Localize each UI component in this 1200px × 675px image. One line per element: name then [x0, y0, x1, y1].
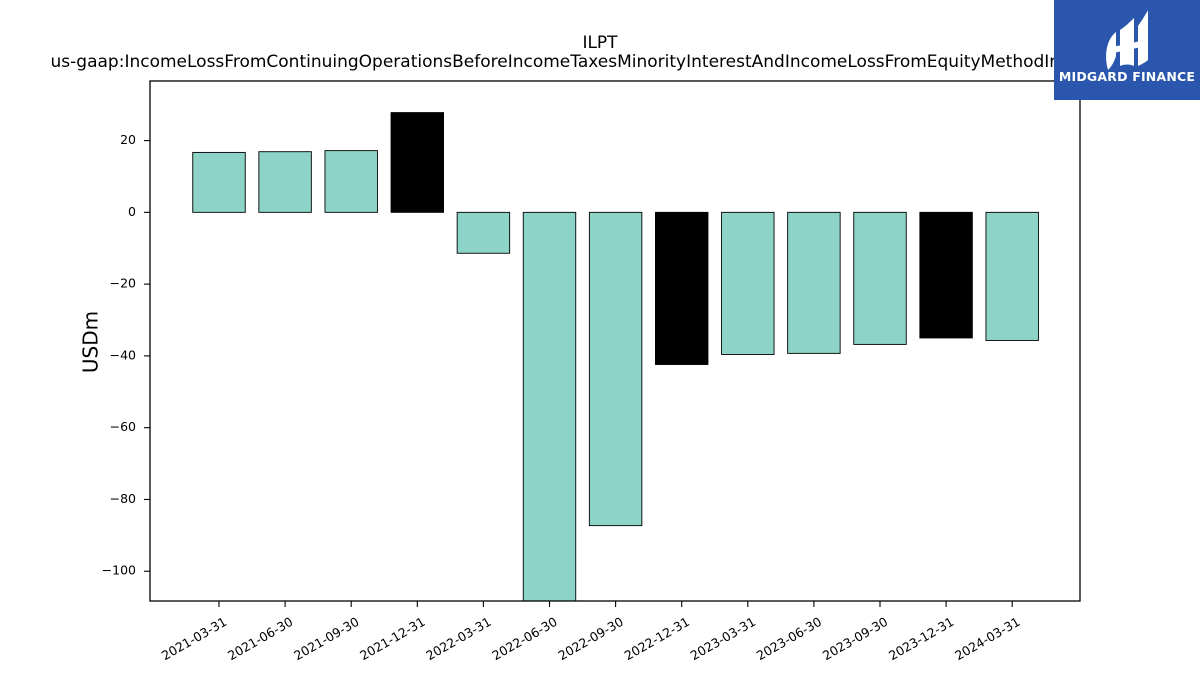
- y-tick-label: 20: [120, 132, 136, 147]
- x-tick-label: 2021-06-30: [225, 614, 295, 663]
- x-tick-label: 2021-03-31: [159, 614, 229, 663]
- x-tick-label: 2023-09-30: [820, 614, 890, 663]
- bar-2021-09-30: [324, 150, 378, 213]
- y-tick-label: 0: [128, 204, 136, 219]
- bar-2022-12-31: [655, 211, 709, 365]
- plot-frame: [149, 80, 1081, 602]
- bar-2023-06-30: [787, 211, 841, 354]
- x-axis: 2021-03-312021-06-302021-09-302021-12-31…: [159, 601, 1022, 663]
- y-tick-label: −20: [110, 276, 136, 291]
- bar-2023-12-31: [919, 211, 973, 339]
- bar-2021-03-31: [192, 151, 246, 213]
- chart-title: ILPT: [582, 33, 618, 53]
- bars-group: [192, 112, 1039, 601]
- y-tick-label: −40: [110, 347, 136, 362]
- y-tick-label: −80: [110, 491, 136, 506]
- bar-2023-09-30: [853, 211, 907, 345]
- x-tick-label: 2024-03-31: [952, 614, 1022, 663]
- bar-2022-06-30: [522, 211, 577, 601]
- bar-2022-09-30: [588, 211, 643, 527]
- x-tick-label: 2023-03-31: [688, 614, 758, 663]
- x-tick-label: 2023-12-31: [886, 614, 956, 663]
- bar-2022-03-31: [456, 211, 511, 254]
- bar-2023-03-31: [721, 211, 775, 355]
- x-tick-label: 2023-06-30: [754, 614, 824, 663]
- x-tick-label: 2021-09-30: [291, 614, 361, 663]
- x-tick-label: 2022-03-31: [423, 614, 493, 663]
- bar-2024-03-31: [985, 211, 1039, 341]
- x-tick-label: 2022-12-31: [622, 614, 692, 663]
- logo-text: MIDGARD FINANCE: [1058, 69, 1196, 84]
- y-tick-label: −100: [102, 563, 136, 578]
- x-tick-label: 2022-09-30: [555, 614, 625, 663]
- midgard-finance-logo: MIDGARD FINANCE: [1054, 0, 1200, 100]
- logo-mark-icon: [1106, 10, 1148, 70]
- x-tick-label: 2022-06-30: [489, 614, 559, 663]
- y-tick-label: −60: [110, 419, 136, 434]
- y-axis-label: USDm: [79, 311, 103, 373]
- bar-2021-06-30: [258, 151, 312, 213]
- bar-2021-12-31: [390, 112, 444, 213]
- x-tick-label: 2021-12-31: [357, 614, 427, 663]
- y-axis: 20 0 −20 −40 −60 −80 −100: [102, 132, 150, 578]
- chart-subtitle: us-gaap:IncomeLossFromContinuingOperatio…: [50, 52, 1150, 72]
